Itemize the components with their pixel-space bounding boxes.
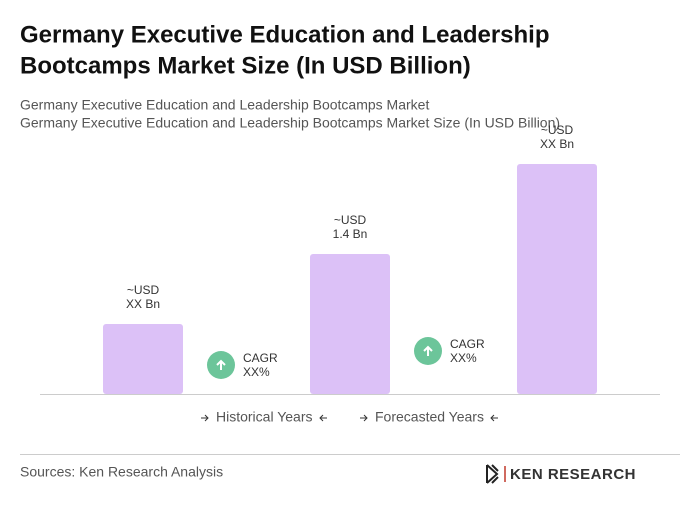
legend-arrow xyxy=(201,414,209,422)
value-label: 1.4 Bn xyxy=(333,227,368,241)
cagr-label: CAGR xyxy=(450,337,485,351)
bar xyxy=(310,254,390,394)
value-label: ~USD xyxy=(127,283,160,297)
legend: Historical Years Forecasted Years xyxy=(201,409,498,425)
cagr-arrow xyxy=(423,345,433,356)
bar xyxy=(517,164,597,394)
cagr-label: XX% xyxy=(243,365,270,379)
value-label: ~USD xyxy=(541,123,574,137)
chart-title: Bootcamps Market Size (In USD Billion) xyxy=(20,52,471,79)
chart-title: Germany Executive Education and Leadersh… xyxy=(20,21,550,48)
value-label: ~USD xyxy=(334,213,367,227)
source: Sources: Ken Research Analysis xyxy=(20,464,223,480)
value-label: XX Bn xyxy=(126,297,160,311)
legend-arrow xyxy=(319,414,327,422)
legend-arrow xyxy=(490,414,498,422)
legend-label: Historical Years xyxy=(216,409,313,425)
cagr-label: CAGR xyxy=(243,351,278,365)
cagr-label: XX% xyxy=(450,351,477,365)
cagr-arrow xyxy=(216,359,226,370)
logo-text: KEN RESEARCH xyxy=(510,466,636,483)
logo-icon xyxy=(486,464,499,484)
logo: KEN RESEARCH xyxy=(486,464,636,484)
bar xyxy=(103,324,183,394)
legend-label: Forecasted Years xyxy=(375,409,484,425)
subtitle: Germany Executive Education and Leadersh… xyxy=(20,115,560,131)
value-label: XX Bn xyxy=(540,137,574,151)
subtitle: Germany Executive Education and Leadersh… xyxy=(20,97,429,113)
legend-arrow xyxy=(360,414,368,422)
